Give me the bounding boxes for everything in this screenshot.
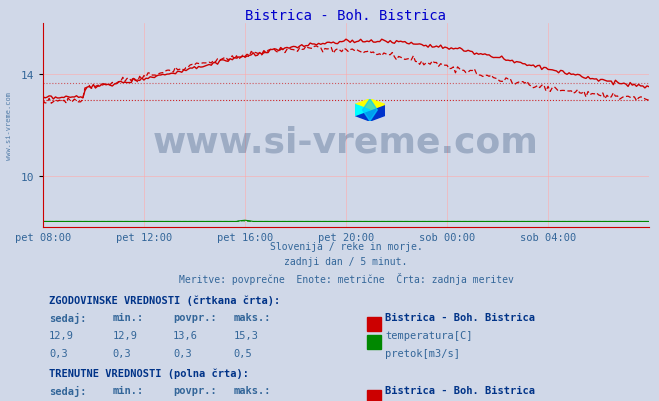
Polygon shape (355, 105, 370, 116)
Text: 15,3: 15,3 (234, 330, 259, 340)
Text: sedaj:: sedaj: (49, 385, 86, 396)
Text: povpr.:: povpr.: (173, 385, 217, 395)
Title: Bistrica - Boh. Bistrica: Bistrica - Boh. Bistrica (245, 9, 447, 23)
Polygon shape (355, 100, 385, 111)
Polygon shape (355, 105, 385, 122)
Text: min.:: min.: (113, 312, 144, 322)
FancyBboxPatch shape (367, 390, 380, 401)
Text: Bistrica - Boh. Bistrica: Bistrica - Boh. Bistrica (386, 312, 535, 322)
Text: TRENUTNE VREDNOSTI (polna črta):: TRENUTNE VREDNOSTI (polna črta): (49, 367, 249, 378)
Polygon shape (362, 100, 378, 122)
Text: ZGODOVINSKE VREDNOSTI (črtkana črta):: ZGODOVINSKE VREDNOSTI (črtkana črta): (49, 294, 280, 305)
Text: 0,3: 0,3 (49, 348, 68, 358)
Text: 0,3: 0,3 (113, 348, 131, 358)
Text: 12,9: 12,9 (113, 330, 138, 340)
Text: maks.:: maks.: (234, 312, 272, 322)
Text: pretok[m3/s]: pretok[m3/s] (386, 348, 461, 358)
Text: 0,3: 0,3 (173, 348, 192, 358)
Text: min.:: min.: (113, 385, 144, 395)
Text: sedaj:: sedaj: (49, 312, 86, 323)
Text: maks.:: maks.: (234, 385, 272, 395)
Text: www.si-vreme.com: www.si-vreme.com (7, 92, 13, 160)
FancyBboxPatch shape (367, 335, 380, 349)
Text: temperatura[C]: temperatura[C] (386, 330, 473, 340)
Text: zadnji dan / 5 minut.: zadnji dan / 5 minut. (284, 257, 408, 267)
Text: www.si-vreme.com: www.si-vreme.com (153, 125, 539, 159)
Text: Slovenija / reke in morje.: Slovenija / reke in morje. (270, 241, 422, 251)
FancyBboxPatch shape (367, 317, 380, 331)
Text: 12,9: 12,9 (49, 330, 74, 340)
Text: Meritve: povprečne  Enote: metrične  Črta: zadnja meritev: Meritve: povprečne Enote: metrične Črta:… (179, 273, 513, 284)
Text: 0,5: 0,5 (234, 348, 252, 358)
Text: povpr.:: povpr.: (173, 312, 217, 322)
Text: Bistrica - Boh. Bistrica: Bistrica - Boh. Bistrica (386, 385, 535, 395)
Text: 13,6: 13,6 (173, 330, 198, 340)
